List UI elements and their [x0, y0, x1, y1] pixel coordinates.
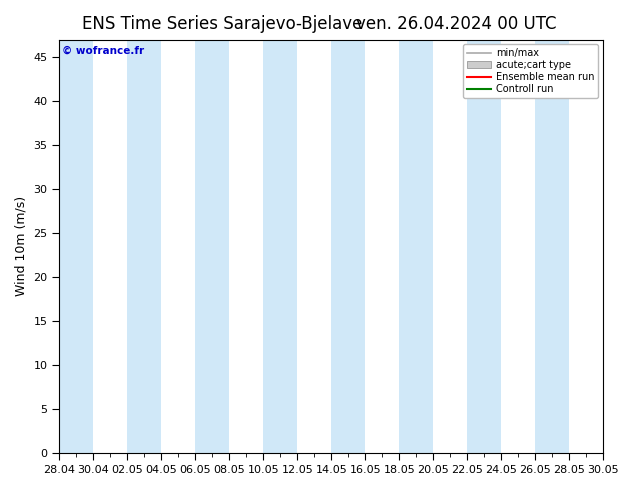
Bar: [60, 40, 93, 453]
Bar: [195, 40, 230, 453]
Bar: [399, 40, 433, 453]
Legend: min/max, acute;cart type, Ensemble mean run, Controll run: min/max, acute;cart type, Ensemble mean …: [463, 45, 598, 98]
Bar: [263, 40, 297, 453]
Bar: [467, 40, 501, 453]
Text: © wofrance.fr: © wofrance.fr: [62, 46, 145, 56]
Bar: [332, 40, 365, 453]
Text: ven. 26.04.2024 00 UTC: ven. 26.04.2024 00 UTC: [356, 15, 557, 33]
Bar: [127, 40, 162, 453]
Text: ENS Time Series Sarajevo-Bjelave: ENS Time Series Sarajevo-Bjelave: [82, 15, 362, 33]
Bar: [535, 40, 569, 453]
Y-axis label: Wind 10m (m/s): Wind 10m (m/s): [15, 196, 28, 296]
